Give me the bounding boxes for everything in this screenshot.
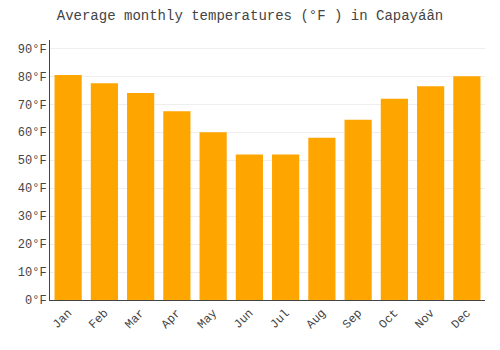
svg-text:Dec: Dec <box>449 307 474 332</box>
svg-text:Apr: Apr <box>159 307 184 332</box>
svg-text:90°F: 90°F <box>18 43 47 57</box>
svg-text:Nov: Nov <box>413 307 438 332</box>
svg-text:10°F: 10°F <box>18 266 47 280</box>
svg-text:Sep: Sep <box>340 307 365 332</box>
svg-text:20°F: 20°F <box>18 238 47 252</box>
svg-text:30°F: 30°F <box>18 210 47 224</box>
svg-text:60°F: 60°F <box>18 126 47 140</box>
svg-text:Feb: Feb <box>86 307 111 332</box>
svg-text:Jan: Jan <box>50 307 75 332</box>
svg-text:Average monthly temperatures (: Average monthly temperatures (°F ) in Ca… <box>57 8 443 24</box>
svg-text:0°F: 0°F <box>25 294 47 308</box>
svg-text:May: May <box>195 307 220 332</box>
svg-text:40°F: 40°F <box>18 182 47 196</box>
svg-text:Oct: Oct <box>376 307 401 332</box>
svg-text:Jun: Jun <box>231 307 256 332</box>
svg-text:70°F: 70°F <box>18 99 47 113</box>
svg-text:Aug: Aug <box>304 307 329 332</box>
svg-text:Jul: Jul <box>268 307 293 332</box>
svg-text:50°F: 50°F <box>18 154 47 168</box>
svg-text:80°F: 80°F <box>18 71 47 85</box>
svg-text:Mar: Mar <box>123 307 148 332</box>
